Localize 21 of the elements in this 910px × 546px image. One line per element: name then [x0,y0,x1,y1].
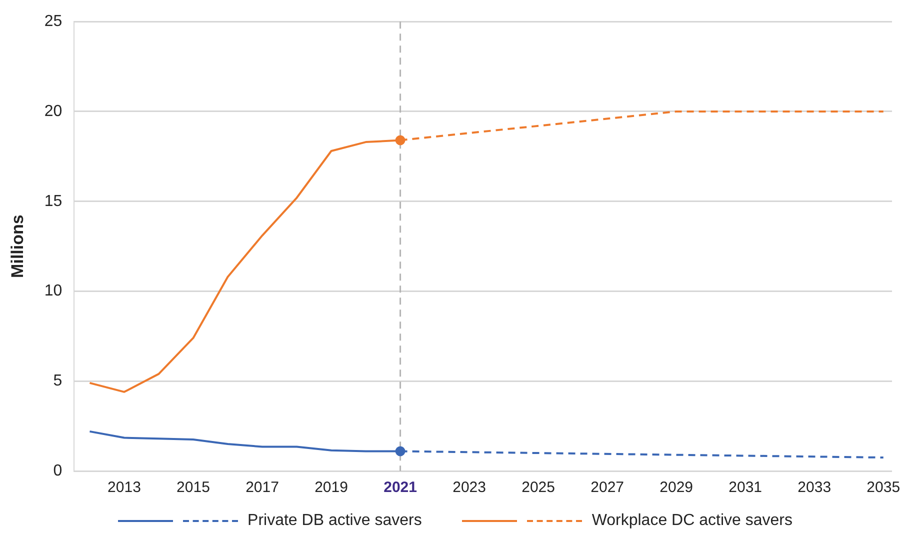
y-axis-title: Millions [8,214,27,278]
x-tick-label: 2031 [728,479,762,496]
y-tick-label: 5 [53,372,62,390]
x-tick-label: 2013 [108,479,141,496]
x-tick-label: 2019 [314,479,348,496]
y-tick-label: 10 [44,282,62,300]
y-tick-label: 15 [44,192,62,210]
x-tick-label: 2017 [246,479,279,496]
x-tick-label: 2033 [798,479,832,496]
x-tick-label: 2021 [384,479,417,496]
x-tick-label: 2025 [522,479,555,496]
x-tick-label: 2035 [866,479,900,496]
y-tick-label: 25 [44,13,62,30]
legend-label: Private DB active savers [248,512,422,530]
x-tick-label: 2027 [590,479,624,496]
legend-label: Workplace DC active savers [592,512,792,530]
x-tick-label: 2029 [660,479,694,496]
x-tick-label: 2015 [176,479,210,496]
y-tick-label: 20 [44,102,62,120]
x-tick-label: 2023 [452,479,486,496]
y-tick-label: 0 [53,462,62,480]
